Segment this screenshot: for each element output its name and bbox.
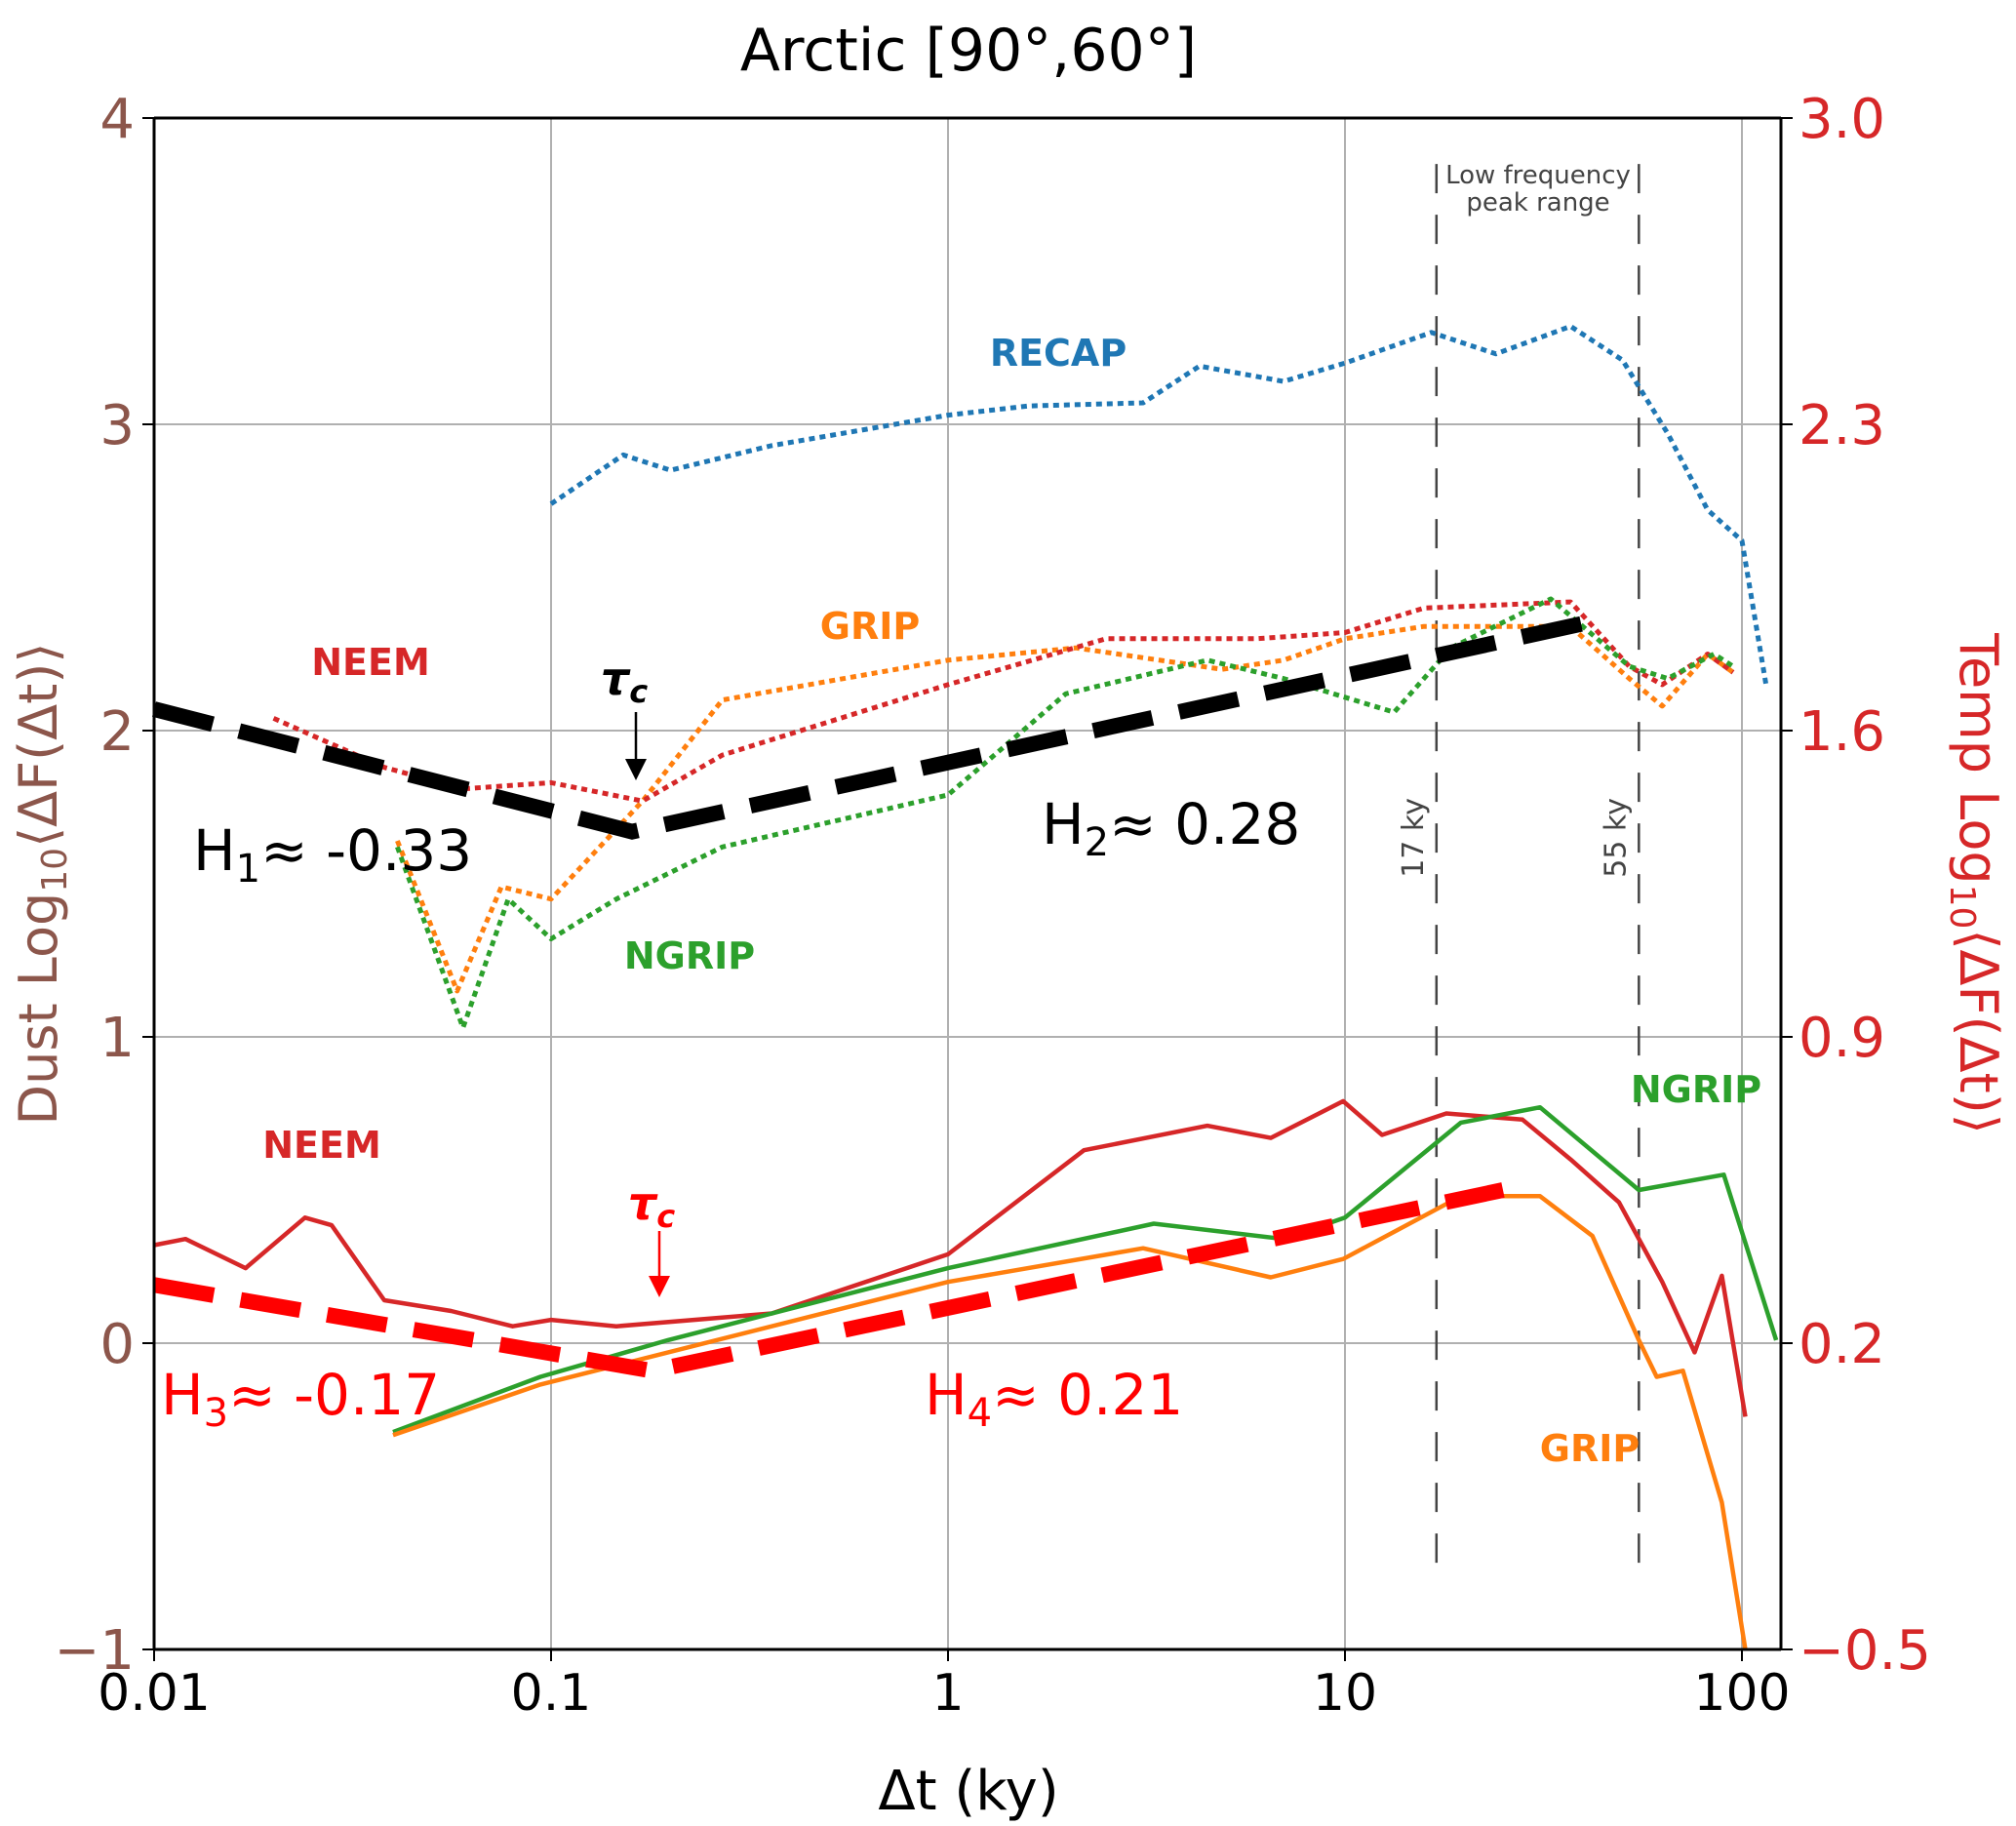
low-frequency-label-line1: Low frequency <box>1445 161 1631 190</box>
y-left-tick-label-2: 1 <box>99 1007 135 1070</box>
y-axis-right-label: Temp Log10⟨ΔF(Δt)⟩ <box>1942 632 2009 1134</box>
h3-suffix: ≈ -0.17 <box>228 1362 440 1428</box>
h3-prefix: H <box>161 1362 204 1428</box>
x-tick-label-0: 0.01 <box>98 1664 211 1723</box>
tau-c-dust-sub: c <box>629 673 648 710</box>
y-right-tick-label-3: 1.6 <box>1799 700 1885 764</box>
x-axis-label: Δt (ky) <box>878 1760 1058 1823</box>
y-right-tick-label-4: 2.3 <box>1799 394 1885 457</box>
y-left-tick-label-5: 4 <box>99 88 135 151</box>
h2-label: H2≈ 0.28 <box>1042 791 1300 865</box>
chart-title: Arctic [90°,60°] <box>740 17 1197 85</box>
h4-sub: 4 <box>968 1391 992 1436</box>
label-ngrip-temp: NGRIP <box>1631 1068 1761 1111</box>
tau-c-temp-label: τc <box>628 1177 675 1235</box>
y-axis-left-label: Dust Log10⟨ΔF(Δt)⟩ <box>8 643 75 1126</box>
y-left-tick-label-4: 3 <box>99 394 135 457</box>
y-right-tick-label-2: 0.9 <box>1799 1007 1885 1070</box>
y-right-tick-label-1: 0.2 <box>1799 1313 1885 1376</box>
h1-prefix: H <box>193 817 236 884</box>
y-left-label-suffix: ⟨ΔF(Δt)⟩ <box>8 643 69 848</box>
y-left-label-prefix: Dust Log <box>8 893 69 1126</box>
h1-label: H1≈ -0.33 <box>193 817 472 892</box>
tau-c-temp-sub: c <box>656 1198 675 1235</box>
x-tick-label-2: 1 <box>931 1664 964 1723</box>
axes <box>152 116 1783 1651</box>
h4-prefix: H <box>925 1362 968 1428</box>
y-right-tick-label-0: −0.5 <box>1799 1619 1931 1683</box>
series-recap-dust <box>549 324 1769 686</box>
tau-c-dust-arrow-head <box>625 759 647 780</box>
tau-c-temp-marker: τc <box>628 1177 675 1297</box>
label-grip-dust: GRIP <box>820 605 920 648</box>
h4-label: H4≈ 0.21 <box>925 1362 1183 1436</box>
h1-sub: 1 <box>236 847 260 892</box>
low-frequency-label-line2: peak range <box>1466 188 1609 218</box>
y-right-label-sub: 10 <box>1942 885 1982 930</box>
h3-label: H3≈ -0.17 <box>161 1362 440 1436</box>
tau-c-dust-label: τc <box>601 653 648 710</box>
x-tick-label-1: 0.1 <box>511 1664 592 1723</box>
dust-fit-line <box>152 615 1586 840</box>
y-right-label-prefix: Temp Log <box>1948 632 2009 885</box>
h2-suffix: ≈ 0.28 <box>1109 791 1300 857</box>
y-left-tick-label-0: −1 <box>54 1619 135 1683</box>
fit-lines <box>152 615 1586 1379</box>
y-left-tick-label-3: 2 <box>99 700 135 764</box>
x-tick-label-4: 100 <box>1693 1664 1790 1723</box>
h4-suffix: ≈ 0.21 <box>992 1362 1183 1428</box>
y-left-label-sub: 10 <box>35 848 75 893</box>
x-tick-label-3: 10 <box>1313 1664 1377 1723</box>
h3-sub: 3 <box>204 1391 228 1436</box>
label-recap: RECAP <box>990 332 1127 375</box>
y-right-tick-label-5: 3.0 <box>1799 88 1885 151</box>
series-group <box>153 324 1779 1650</box>
y-left-tick-label-1: 0 <box>99 1313 135 1376</box>
h2-prefix: H <box>1042 791 1085 857</box>
h2-sub: 2 <box>1085 820 1109 865</box>
series-neem-temp <box>153 1098 1748 1417</box>
peak-range-lines: 17 ky 55 ky <box>1397 164 1640 1573</box>
temp-fit-line <box>152 1182 1505 1379</box>
y-right-label-suffix: ⟨ΔF(Δt)⟩ <box>1948 929 2009 1133</box>
label-grip-temp: GRIP <box>1540 1427 1640 1470</box>
tau-c-temp-arrow-head <box>649 1276 670 1297</box>
tau-c-temp-symbol: τ <box>628 1177 658 1230</box>
tau-c-dust-marker: τc <box>601 653 648 780</box>
label-neem-temp: NEEM <box>262 1124 381 1167</box>
h1-suffix: ≈ -0.33 <box>260 817 472 884</box>
tau-c-dust-symbol: τ <box>601 653 631 705</box>
label-ngrip-dust: NGRIP <box>624 934 755 977</box>
tick-labels: 0.01 0.1 1 10 100 −1 −0.5 0 0.2 1 0.9 2 1.6 3 2.3 4 3.0 <box>54 88 1931 1723</box>
series-ngrip-dust <box>395 596 1735 1031</box>
label-neem-dust: NEEM <box>311 641 430 684</box>
series-neem-dust <box>272 599 1735 804</box>
vline-label-0: 17 ky <box>1397 798 1431 878</box>
vline-label-1: 55 ky <box>1599 798 1633 878</box>
